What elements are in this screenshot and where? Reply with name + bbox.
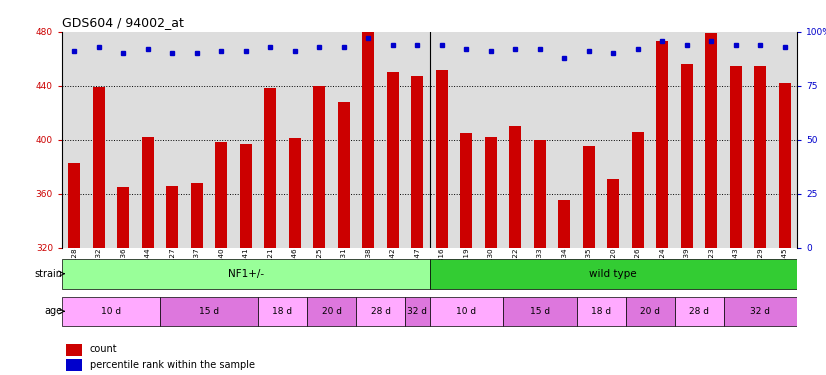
Bar	[93, 87, 105, 248]
Bar	[582, 146, 595, 248]
Text: percentile rank within the sample: percentile rank within the sample	[90, 360, 255, 370]
Bar	[288, 138, 301, 248]
Text: 18 d: 18 d	[591, 307, 611, 316]
Bar	[485, 137, 497, 248]
Bar	[62, 259, 430, 289]
Text: 32 d: 32 d	[750, 307, 771, 316]
Text: 15 d: 15 d	[529, 307, 550, 316]
Bar	[675, 297, 724, 326]
Text: count: count	[90, 345, 117, 354]
Bar	[166, 186, 178, 248]
Bar	[141, 137, 154, 248]
Bar	[435, 70, 448, 248]
Bar	[62, 297, 160, 326]
Text: GDS604 / 94002_at: GDS604 / 94002_at	[62, 16, 184, 29]
Text: NF1+/-: NF1+/-	[228, 269, 263, 279]
Bar	[577, 297, 625, 326]
Text: 20 d: 20 d	[640, 307, 660, 316]
Bar	[625, 297, 675, 326]
Bar	[632, 132, 644, 248]
Text: 10 d: 10 d	[101, 307, 121, 316]
Bar	[754, 66, 767, 248]
Text: 15 d: 15 d	[199, 307, 219, 316]
Bar	[307, 297, 356, 326]
Bar	[509, 126, 521, 248]
Bar	[68, 163, 80, 248]
Bar	[705, 33, 718, 248]
Bar	[215, 142, 227, 248]
Text: strain: strain	[34, 269, 62, 279]
Bar	[558, 200, 571, 248]
Bar	[160, 297, 258, 326]
Bar	[338, 102, 350, 248]
Text: age: age	[44, 306, 62, 316]
Text: 32 d: 32 d	[407, 307, 427, 316]
Bar	[117, 187, 130, 248]
Bar	[387, 72, 399, 248]
Bar	[430, 297, 503, 326]
Bar	[681, 64, 693, 248]
Bar	[607, 179, 620, 248]
Bar	[779, 83, 791, 248]
Text: 28 d: 28 d	[689, 307, 709, 316]
Bar	[460, 133, 472, 248]
Bar	[258, 297, 307, 326]
Bar	[264, 88, 277, 248]
Bar	[411, 76, 424, 248]
Bar	[724, 297, 797, 326]
Bar	[313, 86, 325, 248]
Bar	[405, 297, 430, 326]
Bar	[656, 41, 668, 248]
Text: 28 d: 28 d	[371, 307, 391, 316]
Text: wild type: wild type	[590, 269, 637, 279]
Bar	[362, 32, 374, 248]
Bar	[240, 144, 252, 248]
Bar	[729, 66, 742, 248]
Text: 10 d: 10 d	[456, 307, 477, 316]
Text: 20 d: 20 d	[321, 307, 341, 316]
Bar	[65, 344, 82, 355]
Bar	[430, 259, 797, 289]
Bar	[534, 140, 546, 248]
Bar	[503, 297, 577, 326]
Bar	[65, 359, 82, 371]
Text: 18 d: 18 d	[273, 307, 292, 316]
Bar	[191, 183, 203, 248]
Bar	[356, 297, 405, 326]
